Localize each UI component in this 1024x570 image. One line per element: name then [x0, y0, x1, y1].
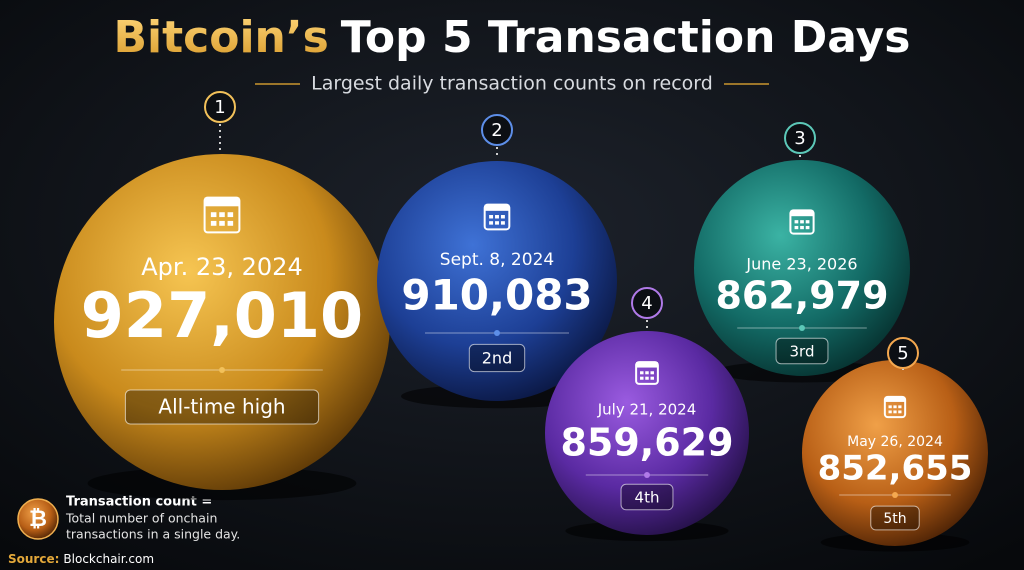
- title: Bitcoin’s Top 5 Transaction Days: [113, 12, 910, 63]
- calendar-cell: [800, 225, 804, 230]
- rank: 3: [794, 128, 805, 149]
- source-text: Blockchair.com: [63, 552, 154, 566]
- sphere: [802, 360, 988, 546]
- sphere: [694, 160, 910, 376]
- calendar-cell: [640, 376, 644, 380]
- badge: 2nd: [482, 349, 512, 368]
- calendar-cell: [219, 220, 225, 226]
- source-label: Source:: [8, 552, 59, 566]
- calendar-cell: [794, 225, 799, 230]
- transaction-count: 910,083: [401, 271, 592, 320]
- separator-dot: [892, 492, 898, 498]
- date: June 23, 2026: [745, 255, 857, 274]
- calendar-cell: [500, 215, 505, 219]
- date: May 26, 2024: [847, 434, 943, 450]
- transaction-count: 859,629: [560, 421, 733, 465]
- calendar-cell: [645, 371, 649, 375]
- bitcoin-symbol: ₿: [29, 507, 47, 532]
- date: Apr. 23, 2024: [141, 253, 302, 281]
- badge: 5th: [883, 511, 906, 527]
- rank-circle: [887, 337, 919, 369]
- calendar-cell: [495, 221, 499, 225]
- legend-line: transactions in a single day.: [66, 527, 240, 542]
- calendar-cell: [650, 376, 654, 380]
- badge-box: [870, 505, 920, 531]
- separator-dot: [799, 325, 805, 331]
- calendar-cell: [893, 410, 897, 414]
- transaction-count: 862,979: [715, 274, 888, 318]
- subtitle: Largest daily transaction counts on reco…: [311, 73, 713, 95]
- calendar-cell: [893, 405, 897, 409]
- calendar-band: [636, 362, 658, 368]
- calendar-band: [790, 210, 814, 217]
- badge: All-time high: [158, 395, 285, 419]
- rank-circle: [631, 287, 663, 319]
- calendar-cell: [805, 220, 810, 224]
- transaction-count: 927,010: [81, 279, 363, 352]
- calendar-band: [884, 396, 906, 402]
- source: Source: Blockchair.com: [8, 552, 154, 566]
- calendar-band: [484, 204, 510, 211]
- bitcoin-icon: [17, 498, 59, 540]
- title-accent: Bitcoin’s: [113, 12, 328, 63]
- legend-line: Total number of onchain: [65, 511, 217, 526]
- calendar-cell: [489, 221, 494, 225]
- sphere: [545, 331, 749, 535]
- separator-dot: [644, 472, 650, 478]
- sphere: [377, 161, 617, 401]
- calendar-cell: [645, 376, 649, 380]
- calendar-cell: [489, 215, 494, 219]
- badge: 4th: [635, 489, 660, 507]
- calendar-cell: [227, 212, 234, 218]
- calendar-cell: [805, 225, 810, 230]
- calendar-cell: [500, 221, 505, 225]
- calendar-cell: [794, 220, 799, 224]
- calendar-cell: [898, 405, 902, 409]
- rank: 5: [897, 343, 908, 364]
- calendar-cell: [495, 215, 499, 219]
- date: Sept. 8, 2024: [440, 250, 554, 270]
- calendar-cell: [898, 410, 902, 414]
- rank: 4: [641, 293, 652, 314]
- rank: 1: [214, 97, 225, 118]
- calendar-cell: [888, 410, 892, 414]
- separator-dot: [219, 367, 225, 373]
- calendar-cell: [210, 212, 217, 218]
- rank-circle: [784, 122, 816, 154]
- badge-box: [620, 483, 674, 511]
- rank-circle: [204, 91, 236, 123]
- calendar-cell: [650, 371, 654, 375]
- badge-box: [124, 389, 320, 425]
- calendar-cell: [640, 371, 644, 375]
- calendar-cell: [800, 220, 804, 224]
- title-rest: Top 5 Transaction Days: [341, 12, 911, 63]
- sphere: [54, 154, 390, 490]
- rank: 2: [491, 120, 502, 141]
- calendar-cell: [210, 220, 217, 226]
- transaction-count: 852,655: [818, 449, 973, 489]
- date: July 21, 2024: [597, 401, 697, 419]
- separator-dot: [494, 330, 500, 336]
- calendar-cell: [219, 212, 225, 218]
- badge-box: [775, 337, 829, 365]
- rank-circle: [481, 114, 513, 146]
- calendar-cell: [227, 220, 234, 226]
- badge: 3rd: [790, 343, 815, 361]
- calendar-band: [204, 197, 240, 207]
- calendar-cell: [888, 405, 892, 409]
- badge-box: [468, 343, 526, 373]
